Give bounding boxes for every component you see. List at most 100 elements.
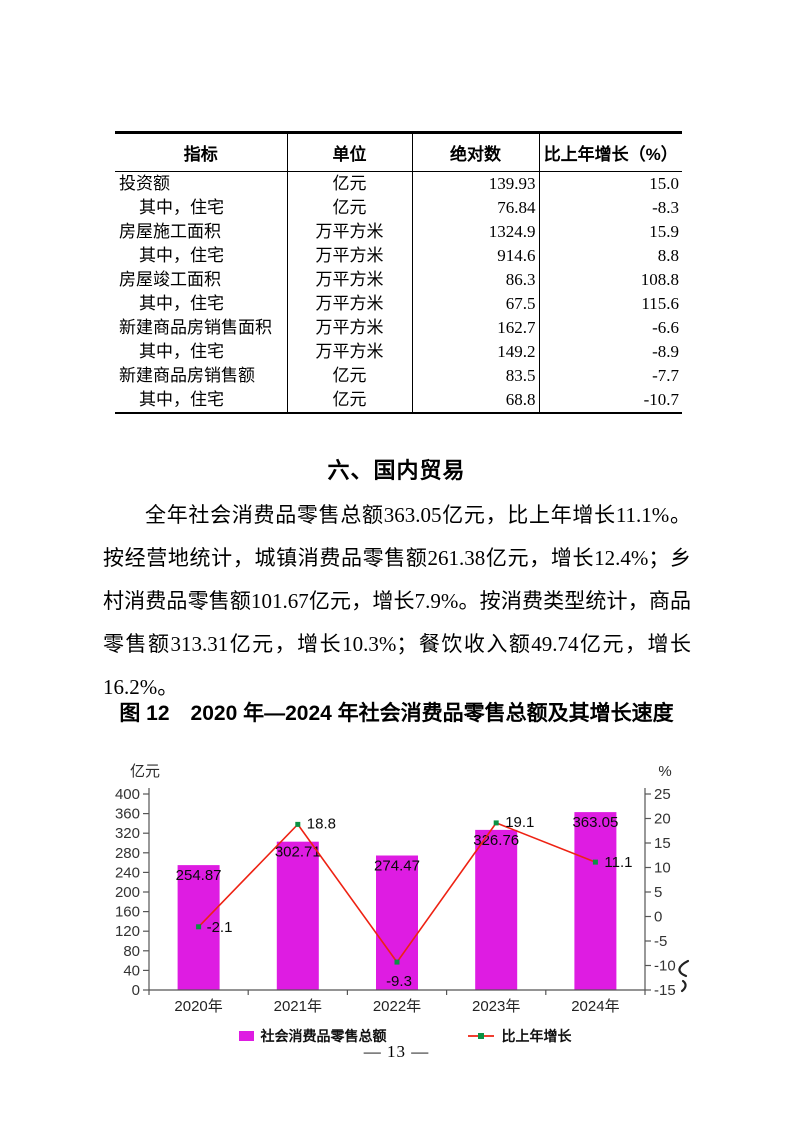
x-axis-category-label: 2023年 (472, 998, 520, 1015)
cell-absolute-value: 68.8 (412, 388, 540, 413)
scan-artifact-mark (678, 959, 690, 993)
page-number: — 13 — (363, 1042, 430, 1061)
cell-unit: 万平方米 (287, 268, 413, 292)
left-axis-tick-label: 400 (115, 786, 140, 803)
bar-value-label: 254.87 (176, 867, 222, 884)
table-header-row: 指标 单位 绝对数 比上年增长（%） (115, 132, 682, 172)
line-point-marker (493, 820, 499, 826)
retail-sales-chart: 亿元 % 0 40 80 120 160 200 240 280 320 360 400 -15 -10… (105, 755, 705, 1046)
table-row: 房屋竣工面积 万平方米 86.3 108.8 (115, 268, 682, 292)
line-point-marker (196, 924, 202, 930)
body-paragraph: 全年社会消费品零售总额363.05亿元，比上年增长11.1%。按经营地统计，城镇… (103, 503, 691, 699)
line-value-label: -9.3 (386, 973, 412, 990)
right-axis-tick-label: 25 (654, 786, 671, 803)
col-header-unit: 单位 (287, 132, 413, 172)
cell-unit: 亿元 (287, 196, 413, 220)
chart-legend: 社会消费品零售总额 比上年增长 (105, 1026, 705, 1046)
cell-indicator: 新建商品房销售面积 (115, 316, 288, 340)
table-row: 其中，住宅 亿元 68.8 -10.7 (115, 388, 682, 413)
col-header-growth: 比上年增长（%） (543, 145, 678, 164)
cell-unit: 万平方米 (287, 292, 413, 316)
cell-unit: 亿元 (287, 364, 413, 388)
line-point-marker (592, 859, 598, 865)
x-axis-category-label: 2020年 (174, 998, 222, 1015)
cell-growth-value: 115.6 (641, 294, 679, 313)
cell-indicator: 房屋竣工面积 (115, 268, 288, 292)
cell-absolute-value: 162.7 (412, 316, 540, 340)
right-axis-tick-label: 5 (654, 884, 662, 901)
left-axis-tick-label: 0 (132, 982, 140, 999)
cell-growth-value: -8.3 (652, 198, 679, 217)
bar-2022年 (376, 855, 418, 990)
table-row: 其中，住宅 万平方米 149.2 -8.9 (115, 340, 682, 364)
bar-value-label: 302.71 (275, 844, 321, 861)
cell-indicator: 其中，住宅 (115, 244, 288, 268)
cell-indicator: 其中，住宅 (115, 196, 288, 220)
x-axis-category-label: 2021年 (274, 998, 322, 1015)
bar-series-swatch-icon (238, 1031, 254, 1041)
cell-indicator: 其中，住宅 (115, 388, 288, 413)
right-axis-tick-label: -15 (654, 982, 676, 999)
right-axis-tick-label: 0 (654, 909, 662, 926)
cell-growth-value: -8.9 (652, 342, 679, 361)
cell-indicator: 其中，住宅 (115, 292, 288, 316)
right-axis-tick-label: 10 (654, 860, 671, 877)
cell-unit: 万平方米 (287, 244, 413, 268)
bar-value-label: 274.47 (374, 858, 420, 875)
left-axis-tick-label: 320 (115, 825, 140, 842)
cell-growth-value: 108.8 (640, 270, 679, 289)
line-point-marker (394, 959, 400, 965)
cell-unit: 万平方米 (287, 316, 413, 340)
left-axis-tick-label: 120 (115, 923, 140, 940)
figure-caption: 图 12 2020 年—2024 年社会消费品零售总额及其增长速度 (119, 702, 674, 725)
right-axis-unit-label: % (658, 763, 671, 780)
line-value-label: -2.1 (207, 919, 233, 936)
cell-absolute-value: 86.3 (412, 268, 540, 292)
left-axis-tick-label: 40 (123, 962, 140, 979)
cell-unit: 亿元 (287, 171, 413, 196)
section-heading: 六、国内贸易 (327, 458, 466, 483)
table-row: 房屋施工面积 万平方米 1324.9 15.9 (115, 220, 682, 244)
right-axis-tick-label: -5 (654, 933, 667, 950)
cell-indicator: 投资额 (115, 171, 288, 196)
table-row: 投资额 亿元 139.93 15.0 (115, 171, 682, 196)
line-value-label: 11.1 (604, 854, 632, 871)
table-body: 投资额 亿元 139.93 15.0 其中，住宅 亿元 76.84 -8.3 房屋施工面积 万平方… (115, 171, 682, 413)
cell-absolute-value: 76.84 (412, 196, 540, 220)
left-axis-tick-label: 200 (115, 884, 140, 901)
bar-2024年 (574, 812, 617, 990)
cell-absolute-value: 1324.9 (412, 220, 540, 244)
table-row: 其中，住宅 亿元 76.84 -8.3 (115, 196, 682, 220)
bar-2023年 (475, 829, 518, 990)
legend-item-line-series: 比上年增长 (467, 1026, 572, 1046)
x-axis-category-label: 2022年 (373, 998, 421, 1015)
cell-absolute-value: 83.5 (412, 364, 540, 388)
cell-unit: 万平方米 (287, 220, 413, 244)
chart-canvas: 亿元 % 04080120160200240280320360400-15-10… (115, 763, 690, 1015)
table-row: 新建商品房销售额 亿元 83.5 -7.7 (115, 364, 682, 388)
legend-label-line-series: 比上年增长 (501, 1028, 572, 1044)
left-axis-tick-label: 280 (115, 845, 140, 862)
cell-indicator: 新建商品房销售额 (115, 364, 288, 388)
line-value-label: 19.1 (505, 814, 534, 831)
table-row: 新建商品房销售面积 万平方米 162.7 -6.6 (115, 316, 682, 340)
line-series-swatch-icon (467, 1033, 494, 1039)
bar-2021年 (276, 841, 319, 990)
right-axis-tick-label: -10 (654, 958, 676, 975)
right-axis-tick-label: 20 (654, 811, 671, 828)
line-value-label: 18.8 (307, 815, 336, 832)
cell-unit: 亿元 (287, 388, 413, 413)
col-header-absolute: 绝对数 (412, 132, 540, 172)
legend-item-bar-series: 社会消费品零售总额 (238, 1026, 387, 1046)
cell-growth-value: -7.7 (652, 366, 679, 385)
chart-plot: 0 40 80 120 160 200 240 280 320 360 400 -15 -10 -5 0 5 1… (115, 786, 676, 1015)
left-axis-tick-label: 360 (115, 806, 140, 823)
line-point-marker (295, 821, 301, 827)
cell-growth-value: -6.6 (652, 318, 679, 337)
legend-label-bar-series: 社会消费品零售总额 (260, 1028, 387, 1044)
cell-indicator: 房屋施工面积 (115, 220, 288, 244)
cell-absolute-value: 914.6 (412, 244, 540, 268)
bar-value-label: 363.05 (572, 814, 618, 831)
cell-growth-value: 8.8 (657, 246, 679, 265)
